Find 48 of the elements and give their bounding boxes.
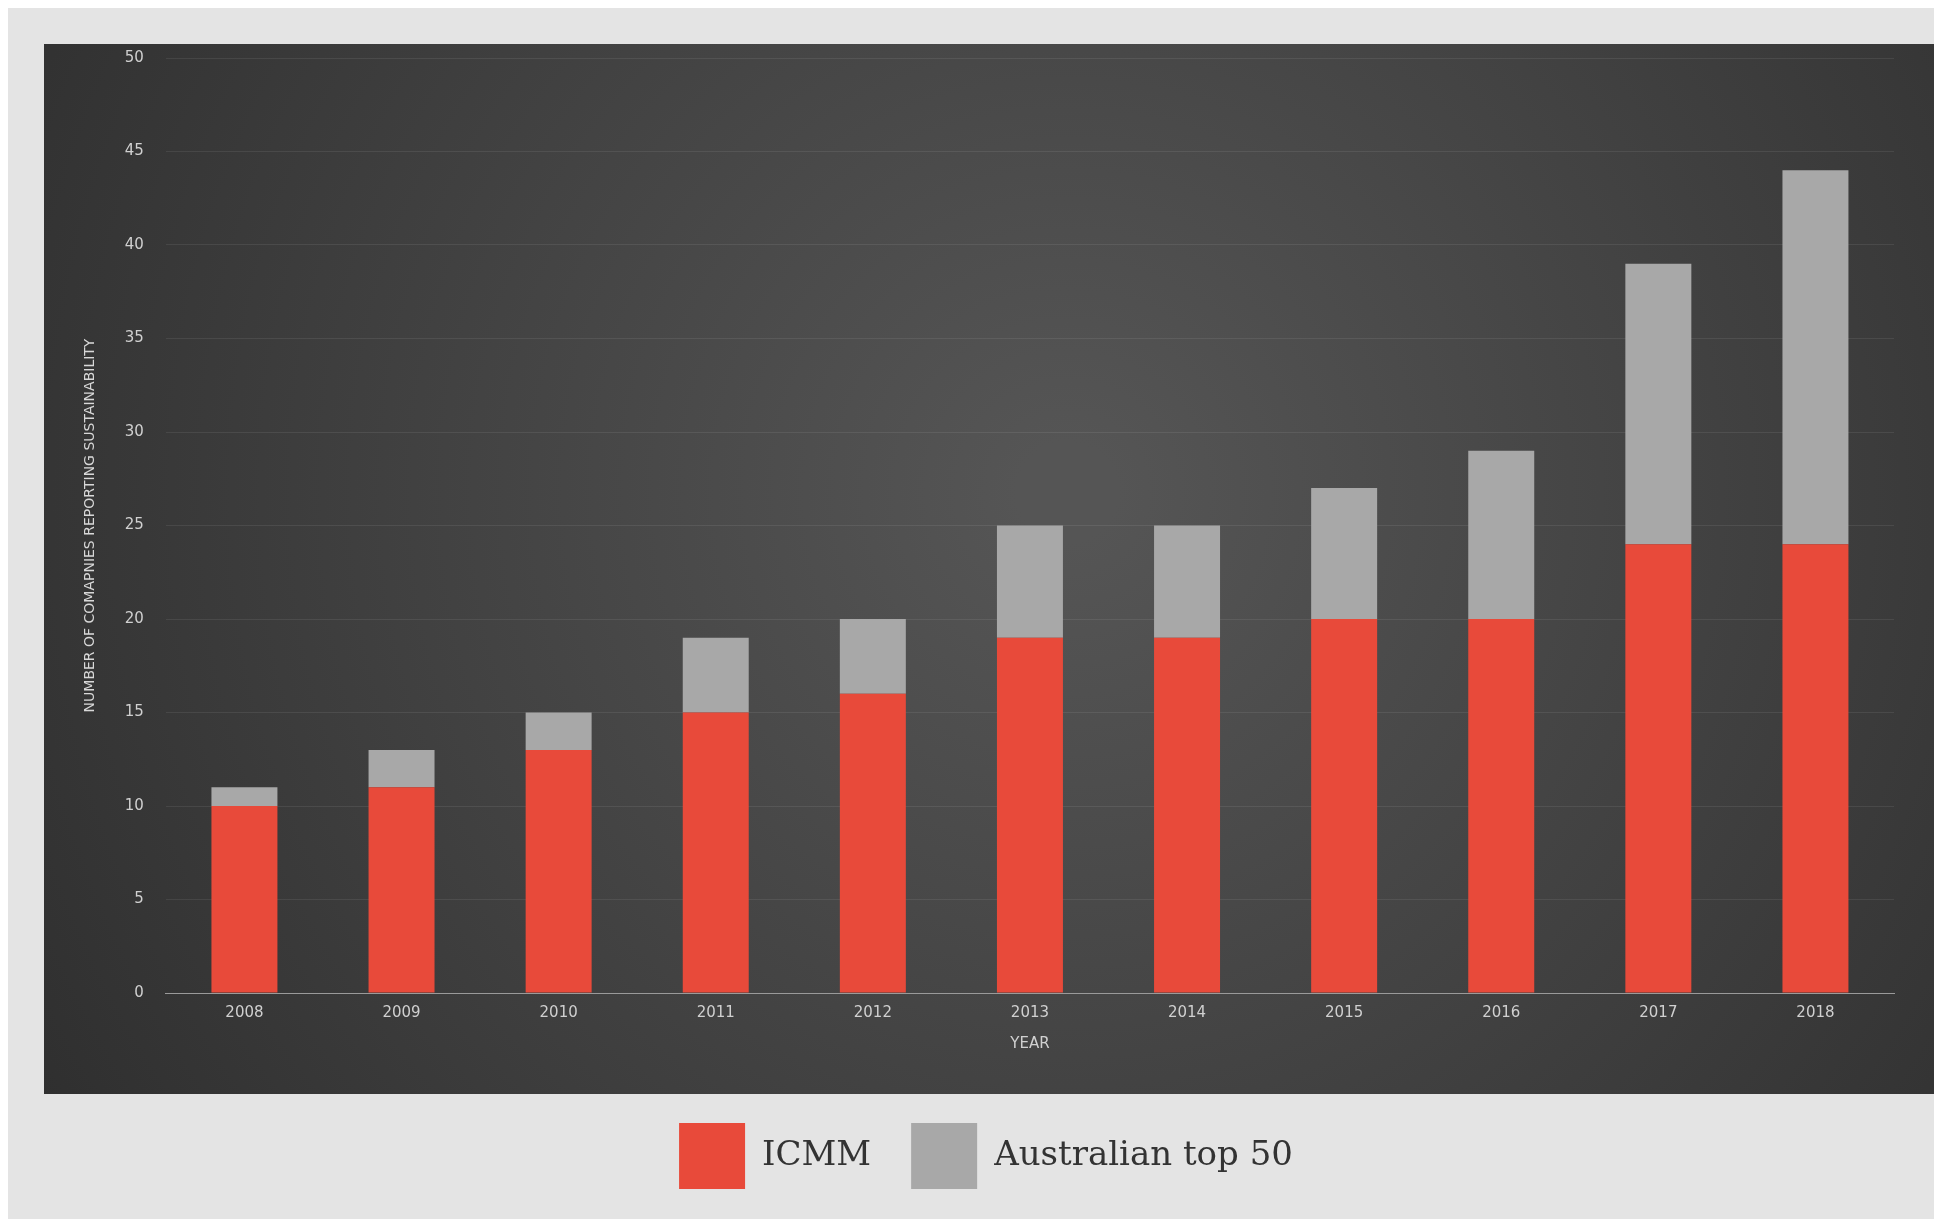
x-tick-label: 2012: [853, 1002, 892, 1021]
bar: [996, 525, 1063, 638]
x-tick-label: 2010: [539, 1002, 578, 1021]
x-tick-label: 2014: [1167, 1002, 1207, 1021]
legend-label: Australian top 50: [993, 1132, 1293, 1173]
x-tick-label: 2011: [696, 1002, 735, 1021]
bar: [682, 712, 749, 993]
y-tick-label: 20: [124, 608, 144, 627]
x-axis-title: YEAR: [1009, 1033, 1050, 1052]
x-tick-label: 2016: [1482, 1002, 1521, 1021]
y-tick-label: 10: [124, 795, 144, 814]
y-tick-label: 50: [124, 47, 144, 66]
bar: [1625, 544, 1692, 993]
y-tick-label: 30: [124, 421, 144, 440]
bar: [1154, 525, 1221, 638]
x-tick-label: 2018: [1796, 1002, 1835, 1021]
bar: [525, 712, 592, 750]
bar: [368, 787, 435, 993]
bar: [1782, 170, 1849, 545]
y-axis-title: NUMBER OF COMAPNIES REPORTING SUSTAINABILITY: [81, 338, 98, 713]
bar: [525, 749, 592, 993]
bar: [996, 637, 1063, 993]
bar: [1782, 544, 1849, 993]
x-tick-label: 2008: [225, 1002, 264, 1021]
x-tick-label: 2009: [382, 1002, 421, 1021]
y-tick-label: 35: [124, 328, 144, 347]
bar: [1311, 488, 1378, 619]
y-tick-label: 45: [124, 141, 144, 160]
bar: [1311, 619, 1378, 993]
y-tick-label: 0: [134, 982, 144, 1001]
bar: [1468, 619, 1535, 993]
bar: [1468, 450, 1535, 619]
bar: [839, 693, 906, 993]
legend-label: ICMM: [762, 1132, 872, 1173]
bar: [682, 637, 749, 713]
bar: [211, 787, 278, 806]
bar: [1625, 263, 1692, 545]
y-tick-label: 15: [124, 702, 144, 721]
bar: [1154, 637, 1221, 993]
bar: [839, 619, 906, 694]
bar: [211, 806, 278, 993]
bar: [368, 749, 435, 788]
x-tick-label: 2013: [1010, 1002, 1050, 1021]
x-tick-label: 2017: [1639, 1002, 1678, 1021]
y-tick-label: 5: [134, 889, 144, 908]
x-tick-label: 2015: [1325, 1002, 1364, 1021]
y-tick-label: 40: [124, 234, 144, 253]
y-tick-label: 25: [124, 515, 144, 534]
